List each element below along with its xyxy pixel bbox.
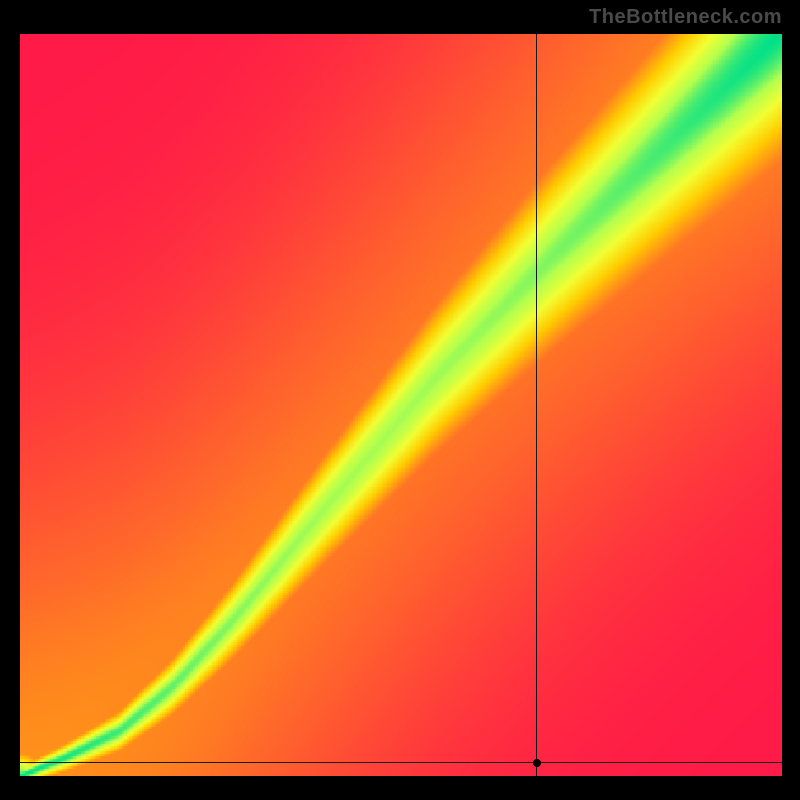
watermark-text: TheBottleneck.com <box>589 6 782 29</box>
heatmap-plot <box>20 34 782 776</box>
crosshair-horizontal <box>20 762 782 763</box>
crosshair-marker <box>533 759 541 767</box>
chart-container: TheBottleneck.com <box>0 0 800 800</box>
heatmap-canvas <box>20 34 782 776</box>
crosshair-vertical <box>536 34 537 776</box>
